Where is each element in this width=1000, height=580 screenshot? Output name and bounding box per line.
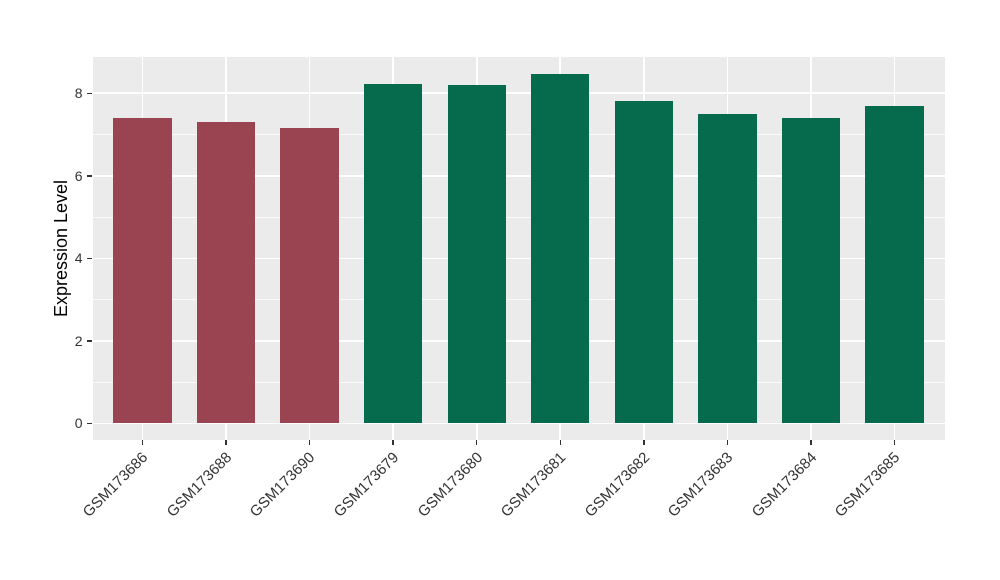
x-tick-mark-GSM173679 [392, 440, 394, 445]
bar-GSM173690 [280, 127, 339, 424]
major-gridline-y8 [92, 92, 945, 95]
x-tick-mark-GSM173681 [559, 440, 561, 445]
y-tick-label-0: 0 [74, 415, 83, 432]
major-gridline-y4 [92, 257, 945, 260]
bar-GSM173683 [698, 113, 757, 424]
bar-GSM173684 [781, 118, 841, 424]
x-tick-mark-GSM173680 [475, 440, 478, 445]
bar-GSM173681 [531, 74, 590, 424]
y-tick-label-6: 6 [74, 167, 83, 184]
bar-GSM173688 [196, 122, 256, 424]
x-tick-mark-GSM173688 [225, 440, 227, 445]
x-tick-label-GSM173683: GSM173683 [664, 449, 737, 521]
x-tick-mark-GSM173685 [893, 440, 896, 445]
x-tick-label-GSM173684: GSM173684 [748, 449, 820, 521]
x-tick-mark-GSM173682 [643, 440, 645, 445]
y-tick-mark-6 [87, 175, 92, 177]
y-tick-mark-8 [87, 92, 92, 95]
x-tick-mark-GSM173684 [810, 440, 812, 445]
x-tick-label-GSM173680: GSM173680 [414, 449, 486, 521]
minor-gridline-y5 [92, 216, 945, 218]
x-tick-label-GSM173682: GSM173682 [581, 449, 653, 521]
x-tick-label-GSM173685: GSM173685 [831, 449, 904, 521]
y-tick-label-4: 4 [74, 250, 83, 267]
minor-gridline-y1 [92, 381, 945, 383]
x-tick-label-GSM173679: GSM173679 [330, 449, 403, 521]
bar-GSM173682 [614, 101, 674, 424]
bar-GSM173680 [447, 84, 506, 424]
y-tick-mark-4 [87, 257, 92, 260]
bar-GSM173679 [363, 83, 423, 424]
major-gridline-y6 [92, 174, 945, 177]
major-gridline-y2 [92, 340, 945, 342]
y-tick-label-8: 8 [74, 85, 83, 102]
bar-GSM173685 [865, 106, 924, 424]
minor-gridline-y3 [92, 299, 945, 301]
x-tick-label-GSM173690: GSM173690 [247, 449, 319, 521]
plot-panel [92, 57, 945, 440]
x-tick-label-GSM173688: GSM173688 [163, 449, 236, 521]
x-tick-label-GSM173681: GSM173681 [497, 449, 570, 521]
y-tick-mark-2 [87, 340, 92, 342]
y-tick-label-2: 2 [74, 332, 83, 349]
x-tick-mark-GSM173690 [308, 440, 311, 445]
minor-gridline-y7 [92, 134, 945, 136]
x-tick-mark-GSM173686 [141, 440, 144, 445]
x-tick-label-GSM173686: GSM173686 [80, 449, 152, 521]
major-gridline-y0 [92, 422, 945, 425]
bar-GSM173686 [113, 118, 172, 424]
y-tick-mark-0 [87, 422, 92, 425]
x-tick-mark-GSM173683 [726, 440, 729, 445]
